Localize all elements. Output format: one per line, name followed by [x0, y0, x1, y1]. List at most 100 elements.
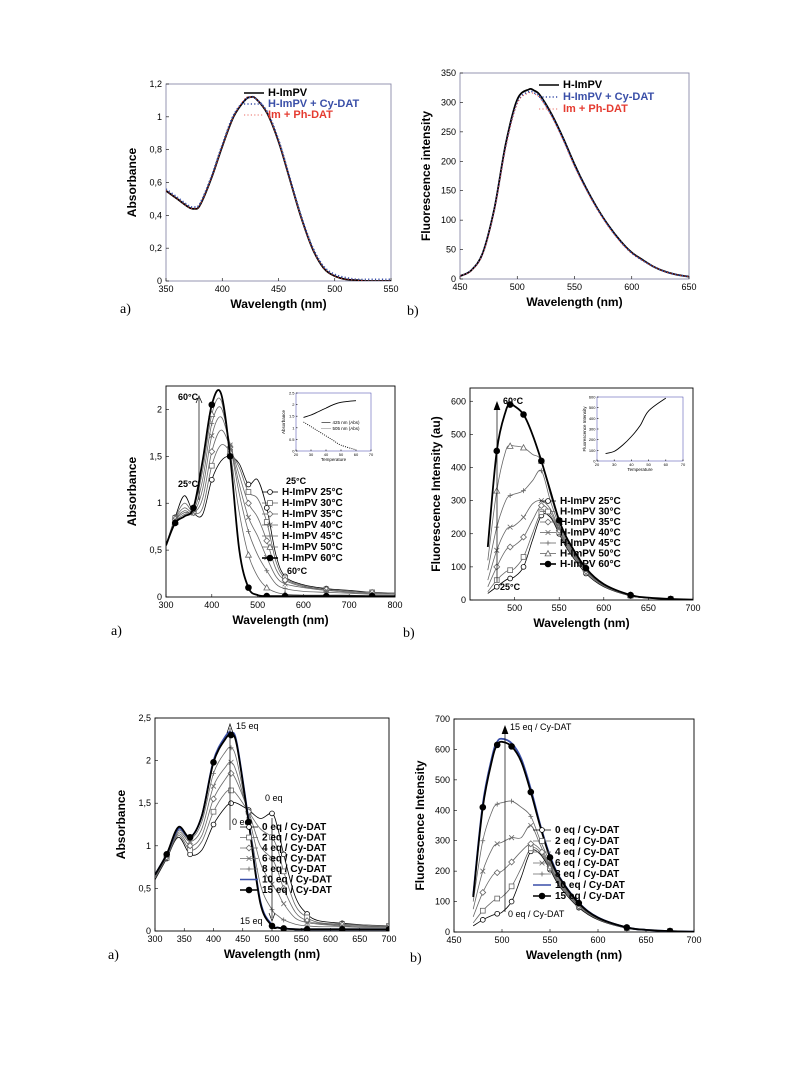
series-line — [472, 740, 694, 932]
x-tick-label: 500 — [510, 282, 525, 292]
panel-label: b) — [403, 626, 415, 641]
data-point — [508, 858, 516, 866]
data-point — [211, 770, 216, 776]
y-axis-label: Absorbance — [125, 148, 139, 218]
legend-label: 6 eq / Cy-DAT — [262, 854, 326, 865]
legend-label: H-ImPV 50°C — [282, 542, 343, 553]
annotation: 25°C — [178, 479, 199, 489]
y-tick-label: 2 — [157, 404, 162, 414]
legend-marker — [246, 824, 252, 830]
y-tick-label: 0,4 — [149, 210, 162, 220]
legend-label: H-ImPV — [268, 87, 308, 99]
legend-label: Im + Ph-DAT — [563, 103, 628, 115]
annotation: 60°C — [503, 396, 524, 406]
legend-marker — [245, 886, 253, 894]
data-point — [208, 462, 215, 469]
y-tick-label: 400 — [435, 805, 450, 815]
data-point — [210, 759, 217, 766]
data-point — [281, 592, 289, 597]
legend-marker — [538, 892, 546, 900]
data-point — [268, 922, 276, 930]
legend-label: 2 eq / Cy-DAT — [262, 833, 326, 844]
x-tick-label: 300 — [147, 934, 162, 944]
annotation: 60°C — [287, 566, 308, 576]
data-point — [555, 517, 563, 524]
x-tick-label: 450 — [452, 282, 467, 292]
y-axis-label: Absorbance — [114, 790, 128, 860]
legend-label: 15 eq / Cy-DAT — [555, 891, 625, 902]
x-tick-label: 450 — [235, 934, 250, 944]
legend-label: H-ImPV 60°C — [282, 553, 343, 564]
data-point — [521, 488, 526, 494]
y-tick-label: 1 — [292, 425, 295, 430]
y-tick-label: 0 — [593, 459, 596, 464]
y-tick-label: 0 — [451, 274, 456, 284]
x-tick-label: 650 — [681, 282, 696, 292]
data-point — [280, 884, 288, 892]
series-line — [460, 88, 689, 278]
legend-label: H-ImPV 45°C — [282, 531, 343, 542]
data-point — [520, 411, 527, 418]
x-tick-label: 30 — [309, 452, 314, 457]
data-point — [190, 504, 197, 512]
legend: H-ImPV 25°CH-ImPV 30°CH-ImPV 35°CH-ImPV … — [540, 496, 621, 570]
inset-series-line — [605, 397, 667, 454]
data-point — [508, 834, 515, 841]
data-point — [508, 898, 515, 905]
legend-label: H-ImPV 60°C — [560, 559, 621, 570]
data-point — [519, 443, 528, 451]
y-axis-label: Absorbance — [125, 457, 139, 527]
x-tick-label: 20 — [294, 452, 299, 457]
x-axis-label: Temperature — [321, 457, 347, 462]
y-tick-label: 200 — [435, 866, 450, 876]
data-point — [546, 854, 554, 861]
y-tick-label: 1,2 — [149, 79, 162, 89]
legend-label: H-ImPV 35°C — [560, 517, 621, 528]
legend-label: H-ImPV — [563, 79, 603, 91]
annotation: 15 eq — [240, 916, 263, 926]
data-point — [582, 564, 590, 572]
data-point — [479, 907, 486, 914]
legend-marker — [545, 540, 551, 546]
x-tick-label: 600 — [624, 282, 639, 292]
data-point — [385, 925, 389, 931]
series-2 — [166, 96, 391, 281]
data-point — [208, 401, 216, 409]
legend-marker — [545, 498, 551, 504]
x-tick-label: 60 — [664, 462, 669, 467]
y-tick-label: 0 — [445, 927, 450, 937]
data-point — [575, 899, 583, 907]
arrow-up-icon — [195, 395, 203, 500]
data-point — [479, 803, 487, 811]
x-tick-label: 40 — [324, 452, 329, 457]
legend-label: 8 eq / Cy-DAT — [555, 869, 619, 880]
data-point — [263, 519, 270, 525]
y-axis-label: Absorbance — [281, 410, 286, 435]
x-tick-label: 550 — [294, 934, 309, 944]
x-tick-label: 650 — [638, 935, 653, 945]
series-line — [166, 444, 395, 594]
data-point — [303, 925, 311, 931]
data-point — [163, 851, 170, 858]
data-point — [228, 759, 234, 765]
data-point — [282, 586, 288, 591]
arrow-up-icon — [493, 401, 501, 582]
data-point — [263, 537, 271, 545]
legend-marker — [539, 860, 545, 866]
series-2 — [460, 91, 689, 277]
legend-marker — [538, 848, 546, 856]
y-tick-label: 200 — [451, 529, 466, 539]
data-point — [494, 895, 500, 902]
y-tick-label: 0.5 — [289, 437, 295, 442]
arrow-icon — [226, 722, 276, 922]
x-tick-label: 300 — [158, 600, 173, 610]
data-point — [244, 551, 253, 558]
data-point — [508, 883, 515, 890]
inset-bg — [296, 393, 371, 451]
panel-label: a) — [111, 624, 122, 639]
legend-label: H-ImPV 45°C — [560, 538, 621, 549]
y-tick-label: 0,2 — [149, 243, 162, 253]
y-tick-label: 1 — [157, 112, 162, 122]
